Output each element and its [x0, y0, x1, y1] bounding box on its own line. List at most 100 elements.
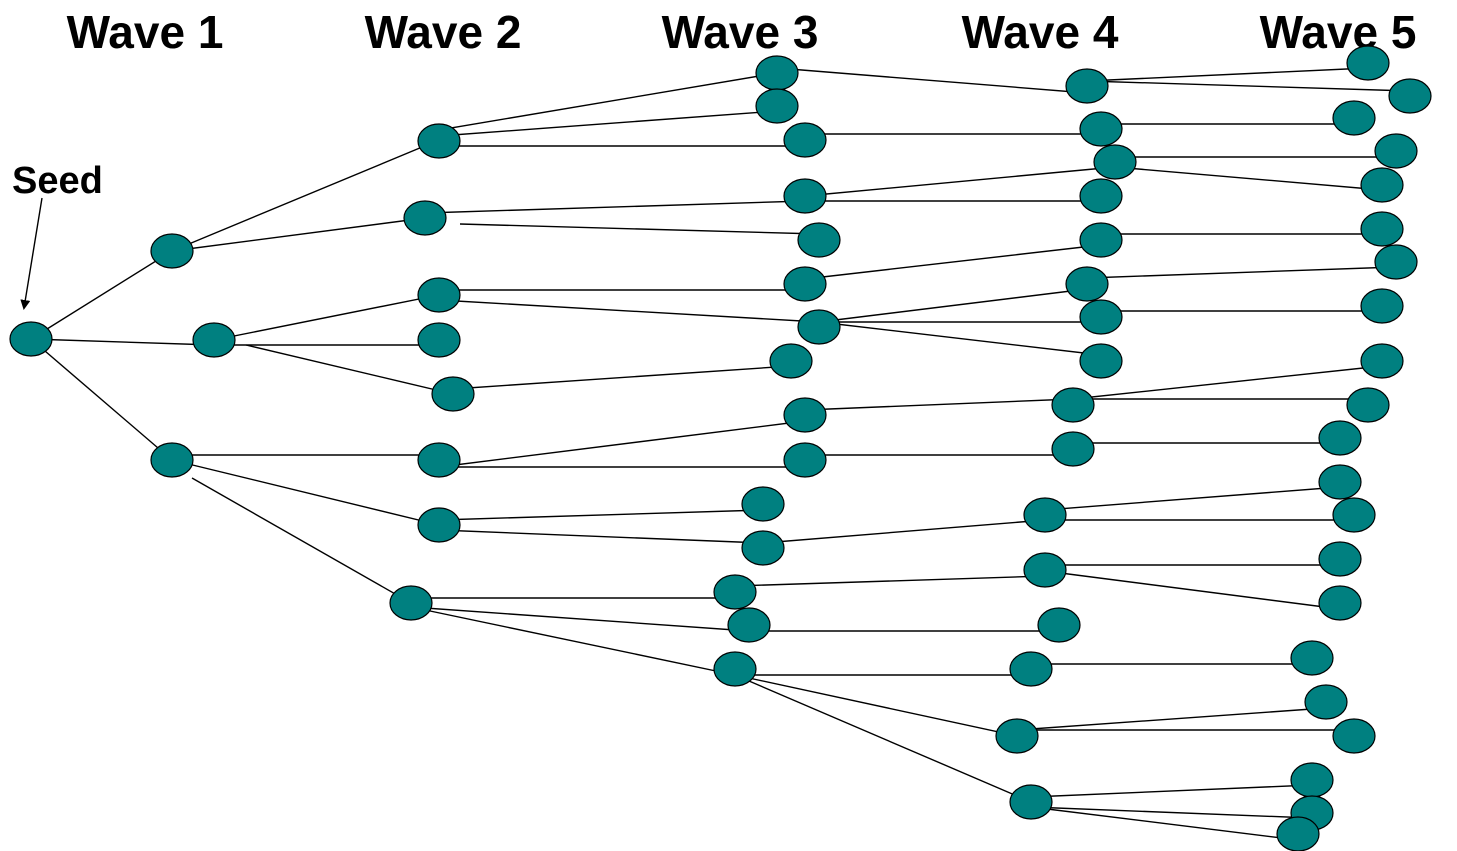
wave-3-node: [783, 266, 827, 302]
edge: [438, 110, 778, 137]
edge: [438, 529, 764, 544]
wave-2-label: Wave 2: [365, 6, 522, 58]
wave-3-node: [713, 651, 757, 687]
wave-1-node: [150, 233, 194, 269]
wave-4-node: [1079, 111, 1123, 147]
wave-3-node: [769, 343, 813, 379]
edge: [734, 674, 1032, 803]
edge: [452, 365, 792, 390]
edge: [776, 67, 1088, 94]
wave-4-node: [1009, 651, 1053, 687]
wave-2-node: [403, 200, 447, 236]
edge: [30, 338, 173, 461]
wave-2-node: [417, 442, 461, 478]
wave-1-node: [192, 322, 236, 358]
wave-4-node: [1037, 607, 1081, 643]
edge: [1044, 570, 1341, 610]
wave-2-node: [417, 507, 461, 543]
wave-5-node: [1360, 211, 1404, 247]
wave-5-node: [1318, 464, 1362, 500]
wave-5-node: [1332, 718, 1376, 754]
edge: [804, 166, 1116, 197]
edge: [171, 217, 426, 252]
edge: [438, 72, 778, 131]
edge: [818, 288, 1088, 323]
wave-4-node: [1023, 497, 1067, 533]
wave-5-node: [1346, 45, 1390, 81]
wave-5-node: [1318, 420, 1362, 456]
edge: [410, 606, 750, 632]
wave-2-node: [417, 322, 461, 358]
wave-5-node: [1360, 288, 1404, 324]
edge: [171, 459, 440, 526]
edge: [1030, 784, 1313, 798]
seed-label: Seed: [12, 160, 103, 202]
wave-3-node: [783, 397, 827, 433]
nodes: [9, 45, 1432, 851]
edge: [1030, 806, 1299, 841]
wave-5-node: [1276, 816, 1320, 851]
edge: [734, 674, 1018, 737]
edge: [424, 200, 806, 214]
wave-3-label: Wave 3: [662, 6, 819, 58]
wave-4-node: [1079, 343, 1123, 379]
edge: [1086, 67, 1369, 82]
wave-4-node: [1093, 144, 1137, 180]
wave-5-node: [1304, 684, 1348, 720]
edge: [1016, 707, 1327, 731]
edge: [459, 223, 820, 235]
seed-arrow: [20, 197, 43, 310]
edge: [410, 606, 736, 676]
edge: [245, 344, 454, 395]
wave-3-node: [797, 222, 841, 258]
wave-3-node: [755, 55, 799, 91]
seed-node: [9, 321, 53, 357]
wave-3-node: [783, 122, 827, 158]
wave-3-node: [741, 486, 785, 522]
edge: [213, 294, 440, 341]
edge: [1044, 486, 1341, 511]
wave-5-node: [1360, 167, 1404, 203]
wave-3-node: [713, 574, 757, 610]
edges: [30, 67, 1411, 841]
wave-5-label: Wave 5: [1260, 6, 1417, 58]
wave-3-node: [783, 442, 827, 478]
edge: [191, 477, 412, 604]
wave-4-node: [1051, 387, 1095, 423]
wave-1-label: Wave 1: [67, 6, 224, 58]
edge: [1072, 365, 1383, 400]
wave-2-node: [389, 585, 433, 621]
wave-5-node: [1346, 387, 1390, 423]
edge: [30, 338, 215, 346]
edge: [734, 575, 1046, 587]
edge: [804, 244, 1102, 280]
wave-5-node: [1318, 541, 1362, 577]
edge: [438, 299, 820, 323]
wave-4-node: [1009, 784, 1053, 820]
wave-4-label: Wave 4: [962, 6, 1119, 58]
wave-4-node: [1079, 178, 1123, 214]
wave-2-node: [417, 123, 461, 159]
edge: [438, 420, 806, 468]
edge: [438, 509, 764, 521]
edge: [171, 139, 440, 252]
edge: [1086, 80, 1411, 92]
edge: [804, 398, 1074, 411]
wave-3-node: [797, 309, 841, 345]
wave-5-node: [1290, 762, 1334, 798]
edge: [1030, 806, 1313, 819]
wave-5-node: [1360, 343, 1404, 379]
wave-5-node: [1332, 497, 1376, 533]
wave-5-node: [1374, 133, 1418, 169]
wave-2-node: [431, 376, 475, 412]
wave-5-node: [1332, 100, 1376, 136]
wave-5-node: [1388, 78, 1432, 114]
wave-1-node: [150, 442, 194, 478]
wave-4-node: [1079, 222, 1123, 258]
edge: [1086, 266, 1397, 279]
wave-2-node: [417, 277, 461, 313]
edge: [818, 321, 1102, 356]
wave-3-node: [755, 88, 799, 124]
edge: [30, 250, 173, 340]
